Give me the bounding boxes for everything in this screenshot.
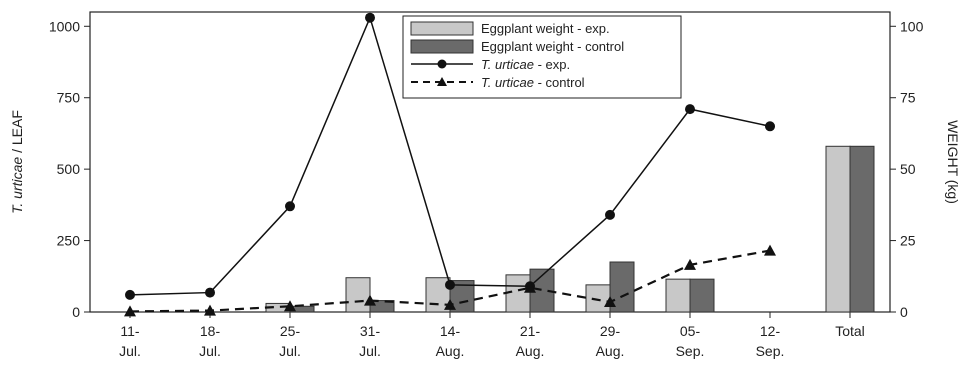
x-tick-label-line2: Jul. [359, 343, 381, 359]
y-right-tick-label: 25 [900, 233, 916, 249]
legend-marker-triangle [437, 77, 447, 86]
bar-exp [505, 274, 531, 313]
point-control [764, 244, 776, 256]
legend-label: T. urticae - exp. [481, 57, 570, 72]
x-tick-label-line1: 05- [680, 323, 701, 339]
tick-labels-group: 02505007501000025507510011-Jul.18-Jul.25… [49, 18, 924, 359]
x-tick-label-line2: Sep. [676, 343, 705, 359]
legend-swatch-bar [410, 39, 474, 54]
x-tick-label: 25- Jul. [279, 323, 301, 359]
y-left-tick-label: 1000 [49, 18, 80, 34]
x-tick-label: 14- Aug. [436, 323, 465, 359]
legend-swatch-bar [410, 21, 474, 36]
bar-control [689, 278, 715, 313]
legend-label-rest: - control [534, 75, 585, 90]
x-tick-label: 18- Jul. [199, 323, 221, 359]
y-left-tick-label: 500 [57, 161, 81, 177]
x-tick-label-line2: Jul. [279, 343, 301, 359]
x-tick-label-line1: 29- [600, 323, 621, 339]
bar-series-group [265, 145, 875, 313]
bar-exp [585, 284, 611, 313]
x-tick-label-line1: 31- [360, 323, 381, 339]
x-tick-label-line2: Jul. [199, 343, 221, 359]
y-right-tick-label: 100 [900, 18, 924, 34]
point-exp [205, 287, 215, 298]
x-tick-label-line1: 18- [200, 323, 221, 339]
point-control [524, 281, 536, 293]
x-tick-label-line1: 21- [520, 323, 541, 339]
legend-label: Eggplant weight - control [481, 39, 624, 54]
bar-control [849, 145, 875, 313]
point-control [444, 298, 456, 310]
legend-label-rest: - exp. [534, 57, 570, 72]
legend-marker-circle [437, 59, 447, 69]
point-exp [445, 279, 455, 290]
x-tick-label-line1: 25- [280, 323, 301, 339]
y-right-tick-label: 75 [900, 90, 916, 106]
x-tick-label-line2: Sep. [756, 343, 785, 359]
x-tick-label: 31- Jul. [359, 323, 381, 359]
legend-label: T. urticae - control [481, 75, 585, 90]
point-exp [125, 289, 135, 300]
x-tick-label-line1: 14- [440, 323, 461, 339]
y-axis-left-title-rest: / LEAF [9, 110, 25, 157]
legend-label-italic: T. urticae [481, 75, 534, 90]
point-exp [685, 104, 695, 115]
bar-exp [825, 145, 851, 313]
x-tick-label-line1: 11- [120, 323, 140, 339]
point-control [604, 296, 616, 307]
y-axis-left-title: T. urticae / LEAF [9, 110, 25, 214]
point-control [364, 294, 376, 306]
x-tick-label-line1: Total [835, 323, 865, 339]
point-control [284, 300, 296, 312]
y-left-tick-label: 750 [57, 90, 81, 106]
x-tick-label-line1: 12- [760, 323, 781, 339]
point-exp [605, 209, 615, 220]
x-tick-label: 21- Aug. [516, 323, 545, 359]
legend-label-italic: T. urticae [481, 57, 534, 72]
bar-exp [665, 278, 691, 313]
y-left-tick-label: 0 [72, 304, 80, 320]
x-tick-label-line2: Aug. [516, 343, 545, 359]
y-right-tick-label: 0 [900, 304, 908, 320]
bar-exp [345, 277, 371, 313]
x-tick-label-line2: Aug. [436, 343, 465, 359]
y-right-tick-label: 50 [900, 161, 916, 177]
x-tick-label-line2: Aug. [596, 343, 625, 359]
point-control [124, 305, 136, 317]
x-tick-label: 11- Jul. [119, 323, 141, 359]
point-control [684, 258, 696, 270]
y-left-tick-label: 250 [57, 233, 81, 249]
y-axis-left-title-italic: T. urticae [9, 157, 25, 214]
bar-control [369, 300, 395, 313]
plot-frame [89, 11, 891, 313]
y-axis-right-title: WEIGHT (kg) [945, 120, 958, 204]
legend: Eggplant weight - exp. Eggplant weight - … [402, 15, 682, 99]
x-tick-label: Total [835, 323, 865, 339]
line-series-group [124, 12, 776, 317]
legend-label: Eggplant weight - exp. [481, 21, 610, 36]
x-tick-label: 29- Aug. [596, 323, 625, 359]
point-exp [365, 12, 375, 23]
x-tick-label: 12- Sep. [756, 323, 785, 359]
point-exp [285, 201, 295, 212]
point-control [204, 304, 216, 316]
x-tick-label: 05- Sep. [676, 323, 705, 359]
point-exp [765, 121, 775, 132]
x-tick-label-line2: Jul. [119, 343, 141, 359]
